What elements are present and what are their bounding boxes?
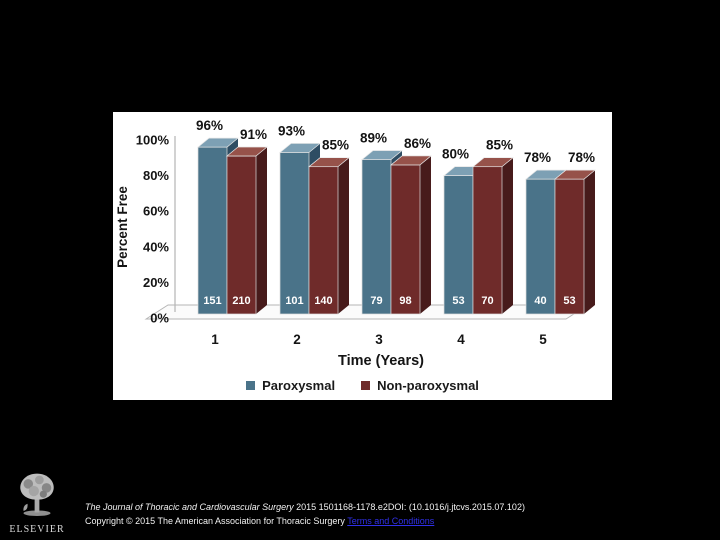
journal-title: The Journal of Thoracic and Cardiovascul…	[85, 502, 294, 512]
bar-side	[338, 157, 349, 314]
bar	[197, 146, 228, 315]
bar-chart: 0% 20% 40% 60% 80% 100% Percent Free 96% 151 91% 2…	[115, 118, 596, 369]
bar-side	[256, 147, 267, 314]
bar	[308, 166, 339, 315]
bar-value-label: 89%	[360, 131, 387, 146]
citation-details: 2015 1501168-1178.e2DOI: (10.1016/j.jtcv…	[293, 502, 525, 512]
bar	[279, 152, 310, 315]
legend-label: Non-paroxysmal	[377, 378, 479, 393]
y-tick-label: 0%	[150, 311, 169, 326]
y-tick-label: 80%	[143, 168, 169, 183]
bar	[443, 175, 474, 315]
bar-top	[279, 143, 321, 153]
bar-count-label: 210	[232, 295, 250, 307]
chart-figure-panel: 0% 20% 40% 60% 80% 100% Percent Free 96% 151 91% 2…	[113, 112, 612, 400]
bar-value-label: 86%	[404, 136, 431, 151]
bar-value-label: 80%	[442, 147, 469, 162]
bar-count-label: 40	[534, 295, 546, 307]
bar-count-label: 70	[481, 295, 493, 307]
legend-label: Paroxysmal	[262, 378, 336, 393]
y-tick-label: 100%	[136, 133, 170, 148]
x-tick-label: 5	[539, 332, 547, 347]
x-tick-label: 1	[211, 332, 219, 347]
citation-line: The Journal of Thoracic and Cardiovascul…	[85, 501, 685, 515]
bar-count-label: 53	[452, 295, 464, 307]
elsevier-wordmark: ELSEVIER	[9, 524, 65, 535]
bar-top	[390, 155, 432, 166]
x-axis-title: Time (Years)	[338, 353, 424, 369]
non-paroxysmal-swatch-icon	[361, 381, 371, 390]
bar-top	[554, 169, 596, 180]
bar	[472, 166, 503, 315]
bar-side	[420, 155, 431, 314]
elsevier-tree-icon	[20, 473, 54, 517]
copyright-text: Copyright © 2015 The American Associatio…	[85, 515, 348, 526]
terms-and-conditions-link[interactable]: Terms and Conditions	[347, 515, 435, 526]
bar-value-label: 78%	[568, 150, 595, 165]
bar-count-label: 79	[370, 295, 382, 307]
bar-value-label: 85%	[486, 138, 513, 153]
bar-top	[472, 157, 514, 168]
citation-block: The Journal of Thoracic and Cardiovascul…	[85, 501, 685, 528]
x-tick-label: 3	[375, 332, 383, 347]
copyright-line: Copyright © 2015 The American Associatio…	[85, 515, 685, 529]
y-axis-title: Percent Free	[115, 186, 130, 268]
bar-side	[584, 170, 595, 314]
y-tick-label: 20%	[143, 275, 169, 290]
bar-count-label: 98	[399, 295, 411, 307]
bar-count-label: 151	[203, 295, 221, 307]
bar	[390, 164, 421, 315]
y-tick-label: 60%	[143, 204, 169, 219]
paroxysmal-swatch-icon	[246, 381, 256, 390]
chart-legend: Paroxysmal Non-paroxysmal	[113, 378, 612, 393]
bar	[226, 155, 257, 315]
bar-count-label: 101	[285, 295, 303, 307]
bar-value-label: 93%	[278, 123, 305, 138]
bar	[525, 178, 556, 315]
bar-top	[308, 157, 350, 168]
bar-value-label: 91%	[240, 127, 267, 142]
bar-top	[226, 146, 268, 157]
bar-value-label: 85%	[322, 138, 349, 153]
bar-count-label: 53	[563, 295, 575, 307]
bar-value-label: 96%	[196, 118, 223, 133]
elsevier-logo: ELSEVIER	[4, 472, 70, 535]
bar-count-label: 140	[314, 295, 332, 307]
x-tick-label: 2	[293, 332, 301, 347]
y-tick-label: 40%	[143, 239, 169, 254]
bar-top	[197, 137, 239, 148]
bar	[361, 159, 392, 315]
bar-value-label: 78%	[524, 150, 551, 165]
bar	[554, 178, 585, 315]
legend-item-paroxysmal: Paroxysmal	[246, 378, 335, 393]
x-tick-label: 4	[457, 332, 465, 347]
legend-item-non-paroxysmal: Non-paroxysmal	[361, 378, 479, 393]
bar-top	[361, 150, 403, 160]
bar-side	[502, 157, 513, 314]
